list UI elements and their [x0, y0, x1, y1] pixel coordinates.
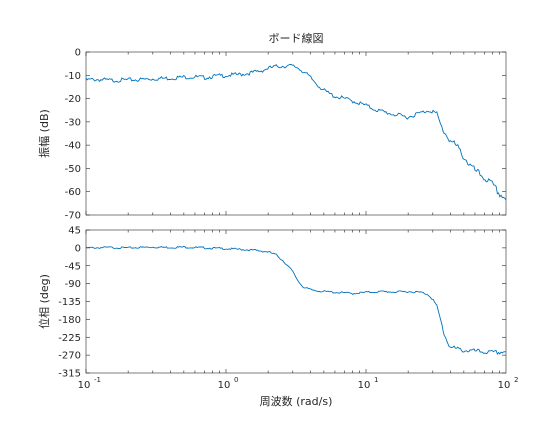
y-tick-label-0: -20 [65, 94, 81, 105]
axes-box-0 [85, 51, 507, 216]
y-tick-label-0: -70 [65, 211, 81, 222]
y-tick-label-1: -225 [58, 333, 81, 344]
series-line-1-0 [85, 245, 507, 356]
y-tick-label-0: -50 [65, 164, 81, 175]
x-tick-label: 10 [78, 380, 91, 391]
y-tick-label-0: -60 [65, 187, 81, 198]
y-tick-label-1: 45 [68, 226, 81, 237]
x-tick-exponent: 1 [374, 376, 378, 384]
x-tick-label: 10 [358, 380, 371, 391]
chart-title: ボード線図 [269, 31, 324, 45]
y-tick-label-1: -270 [58, 351, 81, 362]
y-tick-label-1: 0 [75, 243, 81, 254]
series-line-0-0 [85, 64, 507, 201]
y-tick-label-1: -315 [58, 369, 81, 380]
y-tick-label-0: 0 [75, 48, 81, 59]
y-tick-label-1: -135 [58, 297, 81, 308]
y-tick-label-0: -40 [65, 141, 81, 152]
y-tick-label-1: -90 [65, 279, 81, 290]
y-tick-label-1: -45 [65, 261, 81, 272]
axes-box-1 [85, 229, 507, 374]
x-tick-exponent: -1 [94, 376, 101, 384]
y-tick-label-0: -10 [65, 71, 81, 82]
y-tick-label-1: -180 [58, 315, 81, 326]
x-tick-exponent: 0 [234, 376, 238, 384]
y-axis-label-1: 位相 (deg) [37, 274, 51, 329]
x-tick-label: 10 [498, 380, 511, 391]
y-tick-label-0: -30 [65, 117, 81, 128]
x-axis-label: 周波数 (rad/s) [260, 395, 333, 408]
x-tick-label: 10 [218, 380, 231, 391]
x-tick-exponent: 2 [514, 376, 518, 384]
y-axis-label-0: 振幅 (dB) [37, 109, 51, 158]
